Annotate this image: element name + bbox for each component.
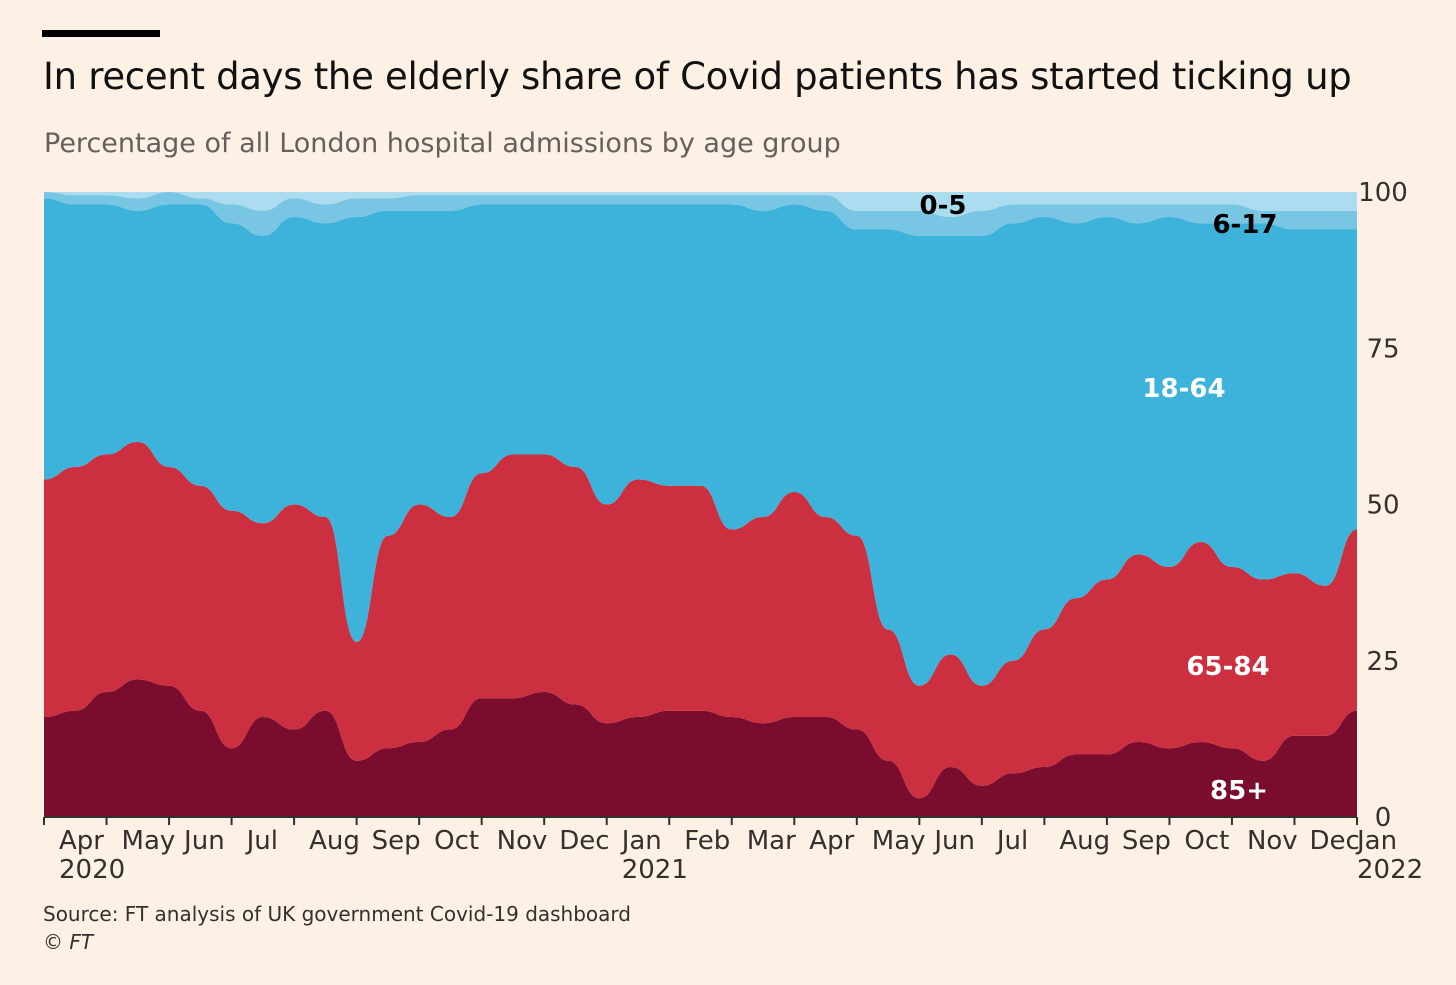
x-tick-label: Nov: [497, 826, 548, 856]
x-tick-label: Aug: [1059, 826, 1110, 856]
x-tick-label: Apr: [809, 826, 854, 856]
x-tick-label: Mar: [747, 826, 796, 856]
series-label-85plus: 85+: [1210, 776, 1268, 806]
x-tick-label: Aug: [309, 826, 360, 856]
copyright: © FT: [43, 930, 94, 954]
source-text: Source: FT analysis of UK government Cov…: [43, 902, 631, 926]
x-tick-label: Feb: [684, 826, 730, 856]
area-65-84: [44, 442, 1357, 799]
chart-title: In recent days the elderly share of Covi…: [43, 55, 1352, 98]
y-tick-label: 50: [1366, 491, 1399, 521]
x-tick-label: Jun: [182, 826, 225, 856]
x-tick-label: Oct: [434, 826, 479, 856]
chart-subtitle: Percentage of all London hospital admiss…: [44, 128, 841, 159]
title-accent-bar: [42, 30, 160, 37]
x-tick-label: May: [122, 826, 176, 856]
y-tick-label: 0: [1375, 803, 1392, 833]
x-tick-label: Jan: [620, 826, 662, 856]
x-tick-label: Oct: [1184, 826, 1229, 856]
x-tick-label: Jul: [245, 826, 278, 856]
series-label-18-64: 18-64: [1142, 374, 1225, 404]
x-tick-label: Jul: [995, 826, 1028, 856]
x-tick-year: 2022: [1357, 855, 1423, 885]
x-tick-label: Jan: [1355, 826, 1397, 856]
x-tick-label: Sep: [372, 826, 421, 856]
area-18-64: [44, 198, 1357, 686]
series-label-0-5: 0-5: [920, 191, 967, 221]
areas: [44, 192, 1357, 817]
series-label-65-84: 65-84: [1186, 652, 1269, 682]
x-tick-year: 2020: [59, 855, 125, 885]
y-tick-label: 25: [1366, 647, 1399, 677]
series-label-6-17: 6-17: [1212, 210, 1277, 240]
source-note: Source: FT analysis of UK government Cov…: [43, 900, 631, 956]
x-tick-label: May: [872, 826, 926, 856]
x-tick-label: Apr: [59, 826, 104, 856]
y-tick-label: 100: [1358, 178, 1408, 208]
x-tick-label: Sep: [1122, 826, 1171, 856]
x-tick-label: Jun: [932, 826, 975, 856]
x-tick-label: Dec: [559, 826, 609, 856]
x-tick-year: 2021: [622, 855, 688, 885]
y-tick-label: 75: [1366, 334, 1399, 364]
area-85plus: [44, 679, 1357, 817]
x-tick-label: Dec: [1309, 826, 1359, 856]
area-0-5: [44, 192, 1357, 217]
x-tick-label: Nov: [1247, 826, 1298, 856]
area-6-17: [44, 192, 1357, 236]
